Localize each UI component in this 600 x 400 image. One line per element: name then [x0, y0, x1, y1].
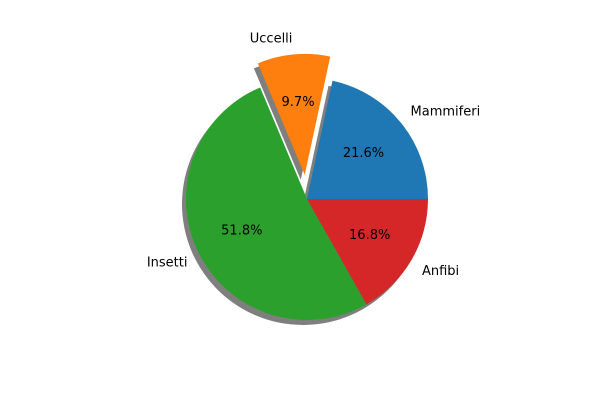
- pct-label-insetti: 51.8%: [221, 223, 262, 238]
- pct-label-anfibi: 16.8%: [349, 228, 390, 243]
- pct-label-uccelli: 9.7%: [282, 95, 315, 110]
- pie-slice-anfibi: [307, 199, 428, 305]
- slice-layer: [185, 53, 428, 321]
- pie-slice-insetti: [185, 87, 367, 321]
- slice-label-uccelli: Uccelli: [250, 31, 293, 46]
- pie-slice-mammiferi: [307, 80, 428, 199]
- pie-slice-uccelli: [257, 53, 331, 175]
- slice-label-mammiferi: Mammiferi: [411, 104, 481, 119]
- label-layer: 21.6% Mammiferi 9.7% Uccelli 51.8% Insetti 16.…: [147, 31, 480, 279]
- slice-label-anfibi: Anfibi: [422, 264, 459, 279]
- pct-label-mammiferi: 21.6%: [343, 146, 384, 161]
- slice-label-insetti: Insetti: [147, 255, 188, 270]
